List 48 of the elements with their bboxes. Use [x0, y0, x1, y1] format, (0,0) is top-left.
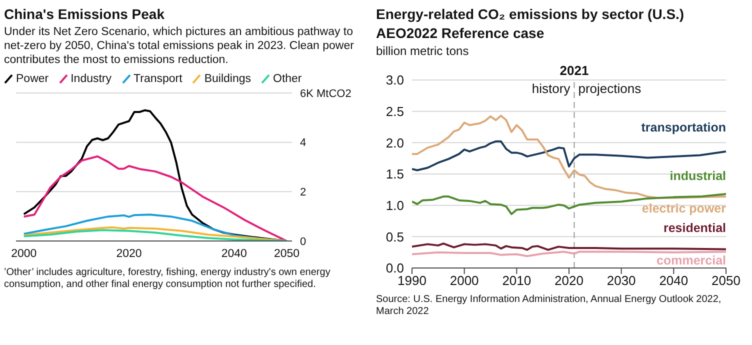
y-tick-label: 2	[300, 186, 306, 199]
series-label: commercial	[656, 254, 726, 268]
series-label: electric power	[642, 202, 726, 216]
line-series	[22, 155, 288, 241]
y-tick-label: 2.5	[386, 104, 404, 119]
ref-line-label: 2021	[560, 63, 589, 78]
y-tick-label: 0.0	[386, 260, 404, 276]
source-note: Source: U.S. Energy Information Administration, Annual Energy Outlook 2022, March 2022	[376, 294, 722, 318]
line-series	[22, 229, 288, 241]
x-tick-label: 1990	[398, 273, 426, 288]
chart-subtitle: Under its Net Zero Scenario, which pictures an ambitious pathway to net-zero by 2050, China's total emissions peak in 2023. Clean power contributes the most to emissions reduction.	[4, 25, 355, 67]
x-tick-label: 2000	[11, 248, 37, 260]
text: ’Other’ includes agriculture, forestry, fishing, energy industry's own energy consumption, and other final energy consumption not further specified.	[4, 267, 332, 291]
line-series	[412, 193, 726, 216]
legend-label: Buildings	[204, 73, 251, 85]
legend-label: Transport	[134, 73, 182, 85]
line-series	[412, 114, 726, 199]
annotation: projections	[578, 81, 642, 96]
series-label: transportation	[641, 120, 726, 134]
y-tick-label: 4	[300, 137, 306, 150]
y-tick-label: 6K MtCO2	[300, 88, 352, 100]
series-label: residential	[663, 221, 726, 236]
x-tick-label: 2010	[502, 273, 532, 288]
x-tick-label: 2040	[659, 273, 688, 288]
chart-title: China's Emissions Peak	[4, 6, 166, 23]
x-tick-label: 2020	[554, 273, 584, 288]
line-series	[412, 140, 726, 172]
chart-title: Energy-related CO₂ emissions by sector (U.S.)	[376, 6, 686, 23]
legend-label: Power	[16, 73, 49, 85]
y-tick-label: 3.0	[386, 72, 404, 88]
y-tick-label: 2.0	[386, 135, 404, 150]
x-tick-label: 2050	[712, 273, 740, 288]
x-tick-label: 2030	[606, 273, 636, 288]
legend-label: Industry	[70, 73, 112, 85]
y-tick-label: 0.5	[386, 229, 404, 244]
y-tick-label: 1.5	[386, 166, 404, 182]
chart-subtitle: AEO2022 Reference case	[376, 25, 546, 42]
legend-label: Other	[273, 73, 302, 85]
y-tick-label: 0	[300, 236, 306, 248]
x-tick-label: 2040	[221, 248, 247, 260]
y-tick-label: 1.0	[386, 198, 404, 213]
x-tick-label: 2020	[116, 248, 142, 260]
x-tick-label: 2050	[274, 248, 300, 260]
y-axis-title: billion metric tons	[376, 44, 470, 58]
line-series	[412, 242, 726, 251]
x-tick-label: 2000	[450, 273, 479, 288]
annotation: history	[532, 81, 571, 96]
series-label: industrial	[670, 169, 726, 184]
